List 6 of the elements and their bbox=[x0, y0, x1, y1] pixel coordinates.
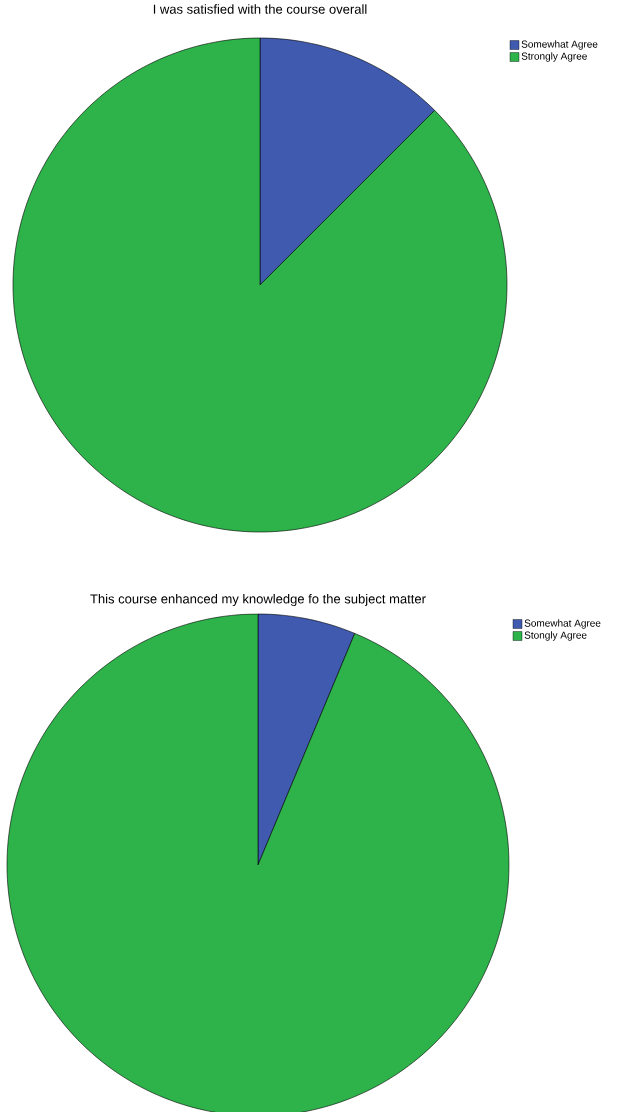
chart-title: This course enhanced my knowledge fo the subject matter bbox=[90, 593, 426, 607]
legend-label: Somewhat Agree bbox=[521, 40, 598, 50]
legend-label: Stongly Agree bbox=[524, 631, 587, 641]
legend-label: Strongly Agree bbox=[521, 52, 587, 62]
chart-title: I was satisfied with the course overall bbox=[153, 4, 367, 14]
legend-label: Somewhat Agree bbox=[524, 619, 601, 629]
